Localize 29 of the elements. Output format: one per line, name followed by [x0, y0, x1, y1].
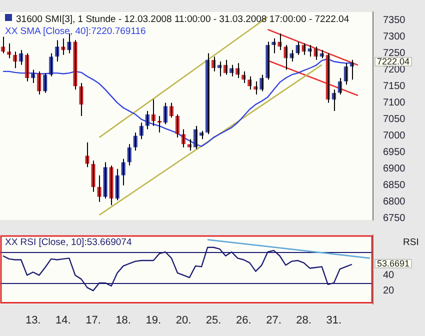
y-tick-label: 6800 [383, 196, 406, 208]
x-tick-label: 26. [236, 314, 252, 326]
x-tick-label: 27. [266, 314, 282, 326]
y-tick-label: 40 [383, 270, 395, 281]
y-tick-label: 20 [383, 285, 395, 296]
x-tick-label: 25. [206, 314, 222, 326]
y-tick-label: 6750 [383, 213, 406, 224]
series-label: XX RSI [Close, 10]:53.669074 [4, 237, 133, 248]
text: XX SMA [Close, 40]:7220.769116 [4, 26, 147, 37]
y-tick-label: 7300 [383, 32, 406, 43]
x-tick-label: 20. [176, 314, 192, 326]
y-tick-label: 6850 [383, 180, 406, 192]
x-tick-label: 28. [296, 314, 312, 326]
y-tick-label: 7100 [383, 98, 406, 109]
text: 7222.04 [377, 56, 410, 66]
x-tick-label: 13. [25, 314, 41, 326]
x-tick-label: 17. [86, 314, 101, 326]
x-tick-label: 14. [56, 314, 71, 326]
y-tick-label: 7350 [383, 15, 406, 26]
y-tick-label: 7000 [383, 130, 406, 142]
y-tick-label: 6950 [383, 147, 406, 158]
y-axis-title: RSI [402, 237, 420, 248]
x-tick-label: 19. [146, 314, 162, 326]
y-tick-label: 7150 [383, 81, 406, 92]
y-tick-label: 6900 [383, 164, 406, 175]
text: 53.6691 [377, 258, 410, 268]
x-tick-label: 18. [116, 314, 131, 326]
x-tick-label: 31. [326, 314, 342, 326]
y-tick-label: 7050 [383, 114, 406, 126]
